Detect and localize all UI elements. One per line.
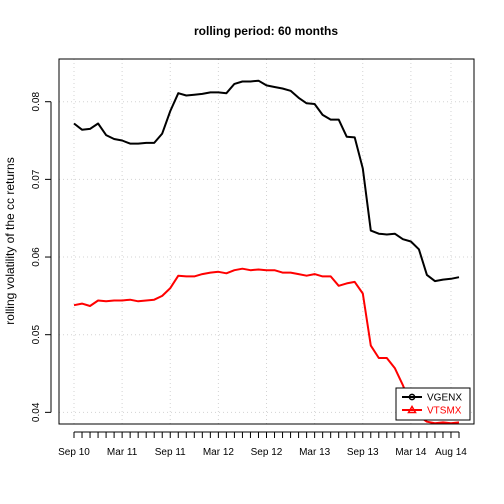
x-tick-label: Aug 14 xyxy=(435,447,467,458)
x-tick-label: Sep 12 xyxy=(251,447,283,458)
x-tick-label: Sep 11 xyxy=(155,447,186,458)
series-line-vgenx xyxy=(73,79,460,283)
x-tick-label: Sep 13 xyxy=(347,447,379,458)
plot-border xyxy=(58,58,475,425)
x-tick-label: Mar 13 xyxy=(299,447,331,458)
legend-marker-circle xyxy=(408,393,416,401)
x-tick-label: Mar 11 xyxy=(107,447,138,458)
y-tick-label: 0.07 xyxy=(31,169,42,189)
x-tick-label: Mar 14 xyxy=(395,447,427,458)
series-line-vtsmx xyxy=(73,267,460,424)
y-axis: 0.04 0.05 0.06 0.07 0.08 xyxy=(31,92,52,422)
grid-lines xyxy=(59,59,474,424)
y-axis-label: rolling volatility of the cc returns xyxy=(3,157,17,324)
plot-area xyxy=(73,79,460,424)
legend-label-vtsmx: VTSMX xyxy=(427,406,462,417)
y-tick-label: 0.05 xyxy=(31,325,42,345)
y-tick-label: 0.04 xyxy=(31,402,42,422)
legend-marker-triangle xyxy=(407,405,417,414)
x-tick-label: Mar 12 xyxy=(203,447,235,458)
y-tick-label: 0.06 xyxy=(31,247,42,267)
chart-title: rolling period: 60 months xyxy=(194,24,338,38)
y-tick-label: 0.08 xyxy=(31,92,42,112)
legend-box xyxy=(395,387,471,421)
x-axis: Sep 10 Mar 11 Sep 11 Mar 12 Sep 12 Mar 13 Sep … xyxy=(58,431,467,458)
x-tick-label: Sep 10 xyxy=(58,447,90,458)
legend-label-vgenx: VGENX xyxy=(427,393,462,404)
legend: VGENX VTSMX xyxy=(395,387,471,421)
